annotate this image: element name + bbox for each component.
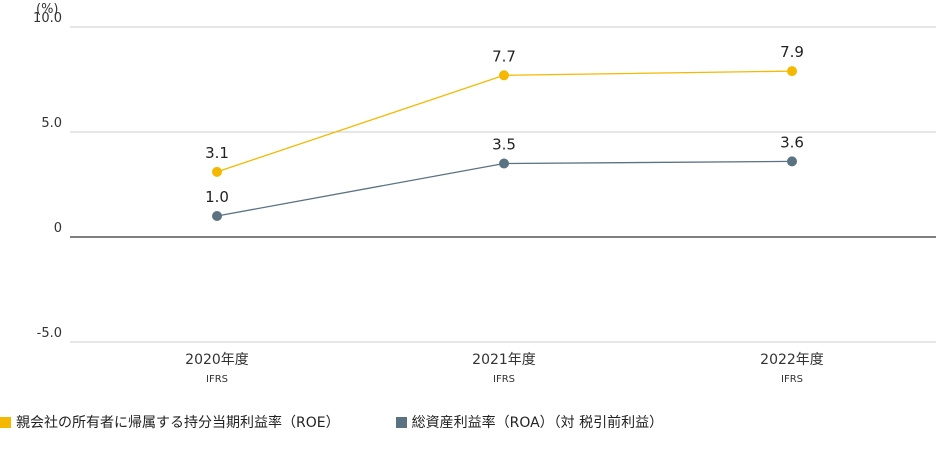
x-tick-sublabel: IFRS [493, 374, 515, 385]
x-tick-label: 2022年度 [760, 352, 824, 368]
y-tick-label: 10.0 [33, 11, 62, 26]
x-tick-label: 2021年度 [472, 352, 536, 368]
y-unit-label: (%) [36, 2, 59, 17]
data-label-roa: 3.6 [780, 133, 804, 151]
grid-lines [70, 26, 936, 343]
y-axis-ticks: -5.0 0 5.0 10.0 [33, 11, 62, 341]
series-line-roe [216, 70, 793, 173]
data-labels: 3.1 7.7 7.9 1.0 3.5 3.6 [205, 43, 804, 206]
data-label-roa: 3.5 [492, 136, 516, 154]
x-tick-sublabel: IFRS [206, 374, 228, 385]
x-tick-sublabel: IFRS [781, 374, 803, 385]
legend-label-roa: 総資産利益率（ROA）（対 税引前利益） [411, 415, 664, 431]
legend-label-roe: 親会社の所有者に帰属する持分当期利益率（ROE） [16, 415, 340, 431]
y-tick-label: -5.0 [37, 326, 62, 341]
data-label-roa: 1.0 [205, 188, 229, 206]
x-tick-label: 2020年度 [185, 352, 249, 368]
y-tick-label: 5.0 [41, 116, 62, 131]
data-label-roe: 7.9 [780, 43, 804, 61]
series-line-roa [216, 160, 793, 217]
data-point-roe [499, 70, 509, 81]
data-point-roa [212, 211, 222, 221]
data-point-roa [787, 156, 797, 167]
legend-item-roe: 親会社の所有者に帰属する持分当期利益率（ROE） [0, 412, 340, 432]
legend-swatch-roe [0, 416, 11, 428]
y-tick-label: 0 [54, 221, 62, 236]
legend-item-roa: 総資産利益率（ROA）（対 税引前利益） [395, 412, 664, 432]
data-label-roe: 3.1 [205, 144, 229, 162]
x-axis-labels: 2020年度 IFRS 2021年度 IFRS 2022年度 IFRS [185, 352, 824, 385]
legend-swatch-roa [395, 416, 407, 428]
legend: 親会社の所有者に帰属する持分当期利益率（ROE） 総資産利益率（ROA）（対 税… [0, 412, 663, 432]
series-points [212, 66, 797, 221]
data-label-roe: 7.7 [492, 47, 516, 65]
data-point-roe [787, 66, 797, 77]
data-point-roe [212, 166, 222, 177]
data-point-roa [499, 158, 509, 169]
